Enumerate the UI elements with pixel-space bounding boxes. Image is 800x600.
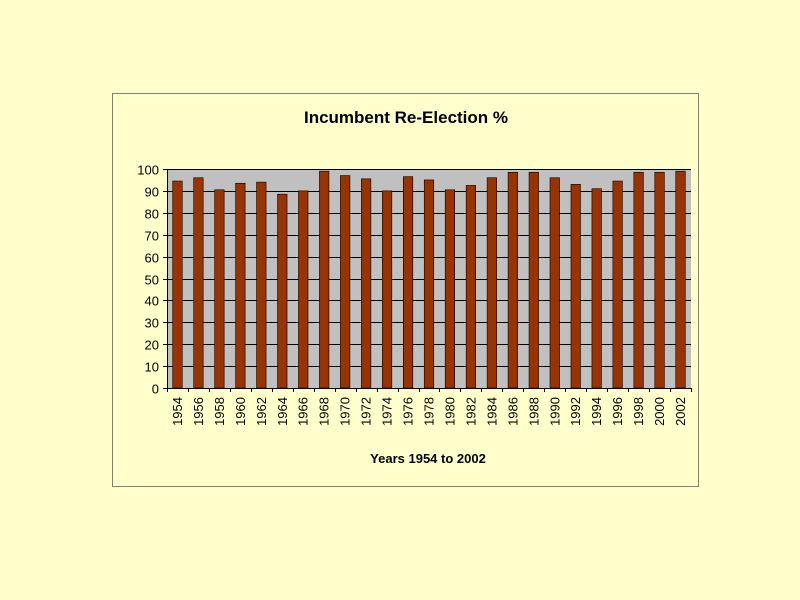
bar-1970 bbox=[340, 175, 351, 389]
bar-1956 bbox=[193, 177, 204, 389]
y-tick-label-40: 40 bbox=[145, 294, 159, 309]
y-tick-label-90: 90 bbox=[145, 185, 159, 200]
chart-frame: Incumbent Re-Election % 0 10 20 30 40 50 60 70 8… bbox=[112, 93, 699, 487]
bar-1980 bbox=[444, 189, 456, 389]
x-tick-label-2002: 2002 bbox=[673, 397, 688, 426]
y-axis: 0 10 20 30 40 50 60 70 80 90 100 bbox=[137, 163, 168, 397]
x-tick-label-1958: 1958 bbox=[212, 397, 227, 426]
x-tick-label-1994: 1994 bbox=[589, 397, 604, 426]
y-tick-label-20: 20 bbox=[145, 338, 159, 353]
x-tick-label-1968: 1968 bbox=[317, 397, 332, 426]
x-tick-label-1966: 1966 bbox=[296, 397, 311, 426]
bar-1976 bbox=[402, 176, 414, 389]
y-tick-label-60: 60 bbox=[145, 251, 159, 266]
x-tick-label-2000: 2000 bbox=[652, 397, 667, 426]
x-tick-label-1980: 1980 bbox=[442, 397, 457, 426]
x-tick-label-1974: 1974 bbox=[380, 397, 395, 426]
x-tick-label-1976: 1976 bbox=[401, 397, 416, 426]
x-tick-label-1954: 1954 bbox=[170, 397, 185, 426]
bar-1954 bbox=[172, 180, 183, 389]
x-tick-label-1992: 1992 bbox=[568, 397, 583, 426]
bar-1966 bbox=[298, 190, 309, 389]
bar-1998 bbox=[633, 171, 644, 389]
y-tick-label-50: 50 bbox=[145, 273, 159, 288]
x-tick-label-1960: 1960 bbox=[233, 397, 248, 426]
bar-1984 bbox=[486, 177, 497, 389]
x-tick-label-1962: 1962 bbox=[254, 397, 269, 426]
x-tick-label-1970: 1970 bbox=[338, 397, 353, 426]
chart-title: Incumbent Re-Election % bbox=[304, 108, 508, 127]
bar-1992 bbox=[570, 184, 581, 389]
x-tick-label-1978: 1978 bbox=[422, 397, 437, 426]
x-axis-label: Years 1954 to 2002 bbox=[370, 451, 486, 466]
bar-1996 bbox=[612, 180, 623, 389]
bar-1960 bbox=[235, 182, 246, 389]
x-tick-label-1982: 1982 bbox=[463, 397, 478, 426]
x-tick-label-1988: 1988 bbox=[526, 397, 541, 426]
bar-1978 bbox=[423, 179, 435, 389]
x-tick-label-1984: 1984 bbox=[484, 397, 499, 426]
bar-1988 bbox=[528, 171, 539, 389]
y-tick-label-30: 30 bbox=[145, 316, 159, 331]
bar-1974 bbox=[382, 190, 393, 389]
x-tick-label-1972: 1972 bbox=[359, 397, 374, 426]
bar-1968 bbox=[319, 170, 330, 389]
bar-2000 bbox=[654, 171, 665, 389]
bar-1990 bbox=[549, 177, 560, 389]
bar-1964 bbox=[277, 193, 288, 389]
bar-chart: Incumbent Re-Election % 0 10 20 30 40 50 60 70 8… bbox=[137, 108, 692, 466]
y-tick-label-100: 100 bbox=[137, 163, 159, 178]
y-tick-label-10: 10 bbox=[145, 360, 159, 375]
bar-1982 bbox=[465, 185, 476, 389]
x-tick-label-1986: 1986 bbox=[505, 397, 520, 426]
x-axis: 1954 1956 1958 1960 1962 1964 1966 1968 1970 1972… bbox=[167, 388, 692, 426]
x-tick-label-1998: 1998 bbox=[631, 397, 646, 426]
bar-1958 bbox=[214, 189, 225, 389]
x-tick-label-1964: 1964 bbox=[275, 397, 290, 426]
bar-1986 bbox=[507, 171, 518, 389]
x-tick-label-1990: 1990 bbox=[547, 397, 562, 426]
y-tick-label-80: 80 bbox=[145, 207, 159, 222]
bar-2002 bbox=[675, 170, 686, 389]
bar-1972 bbox=[361, 178, 372, 389]
x-tick-label-1956: 1956 bbox=[191, 397, 206, 426]
x-tick-label-1996: 1996 bbox=[610, 397, 625, 426]
y-tick-label-70: 70 bbox=[145, 229, 159, 244]
y-tick-label-0: 0 bbox=[152, 382, 159, 397]
bar-1994 bbox=[591, 188, 602, 389]
bar-1962 bbox=[256, 181, 267, 389]
